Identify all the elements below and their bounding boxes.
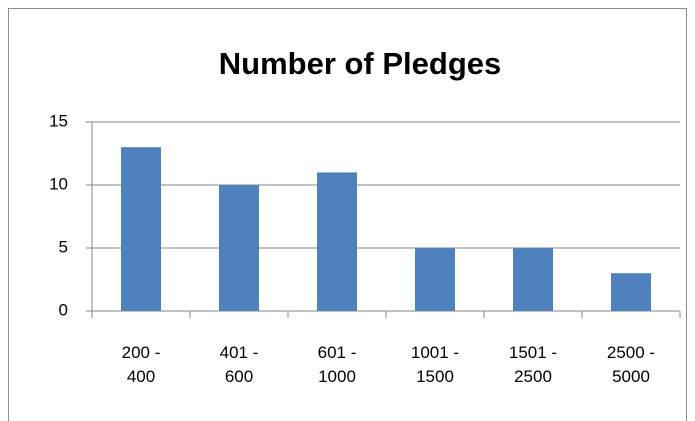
bar <box>219 185 259 311</box>
y-tick-label: 15 <box>49 111 68 130</box>
x-tick-label: 200 - 400 <box>121 343 161 386</box>
x-tick-label: 1501 - 2500 <box>508 343 558 386</box>
bar <box>317 172 357 311</box>
y-tick-label: 5 <box>59 237 68 256</box>
x-tick-label: 2500 - 5000 <box>606 343 656 386</box>
x-tick-label: 401 - 600 <box>219 343 259 386</box>
chart-title: Number of Pledges <box>219 46 502 81</box>
y-tick-label: 0 <box>59 300 68 319</box>
bar <box>611 273 651 311</box>
x-tick-label: 1001 - 1500 <box>410 343 460 386</box>
x-tick-label: 601 - 1000 <box>317 343 357 386</box>
bar <box>513 248 553 311</box>
bar <box>415 248 455 311</box>
bar <box>121 147 161 311</box>
y-tick-label: 10 <box>49 174 68 193</box>
